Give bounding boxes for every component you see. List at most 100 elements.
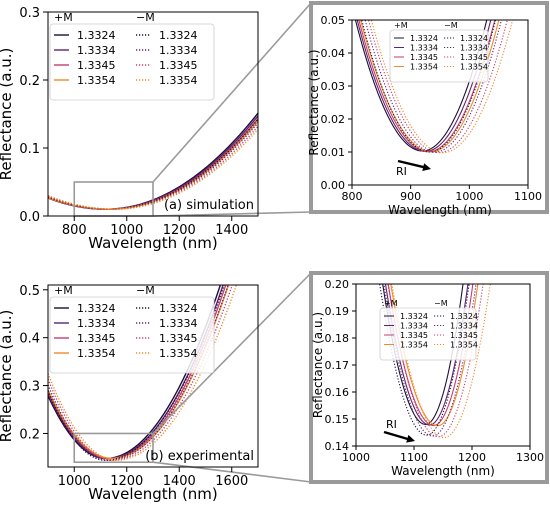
series-line-minus-m-1-3354 (48, 128, 258, 210)
sim-main-zoom-connector-bottom (152, 211, 312, 217)
x-axis-label: Wavelength (nm) (388, 203, 492, 217)
y-tick-label: 0.2 (19, 74, 40, 89)
legend-header: −M (434, 299, 448, 308)
series-line-plus-m-1-3334 (356, 20, 492, 152)
sim-main-panel: 800 1000 1200 1400 0.0 0.1 0.2 0.3 Wavelength (n… (0, 2, 312, 252)
sim-main-zoom-box (73, 181, 154, 217)
sim-inset-zoom-frame (309, 1, 549, 214)
exp-inset-panel: 1000 1100 1200 1300 0.14 0.15 0.16 0.17 0.18 0.19… (309, 271, 549, 484)
legend-entry-label: 1.3324 (159, 302, 198, 315)
exp-main-zoom-connector-top (152, 272, 312, 435)
y-axis-label: Reflectance (a.u.) (0, 48, 15, 181)
legend-entry-label: 1.3334 (159, 44, 198, 57)
x-axis-label: Wavelength (nm) (88, 485, 218, 503)
legend-box (389, 29, 489, 83)
y-tick-label: 0.00 (321, 179, 346, 192)
y-tick-label: 0.20 (325, 278, 350, 291)
series-line-plus-m-1-3324 (382, 284, 464, 425)
x-axis-label: Wavelength (nm) (391, 464, 495, 478)
legend-entry-label: 1.3324 (460, 34, 488, 43)
x-tick-label: 1000 (110, 223, 143, 238)
x-tick-label: 1400 (163, 474, 196, 489)
exp-main-zoom-box (73, 432, 154, 464)
y-tick-label: 0.05 (321, 14, 346, 27)
legend-entry-label: 1.3345 (77, 332, 116, 345)
legend-entry-label: 1.3354 (77, 74, 116, 87)
legend-entry-label: 1.3334 (159, 317, 198, 330)
y-axis-label: Reflectance (a.u.) (311, 312, 325, 418)
x-tick-label: 1200 (163, 223, 196, 238)
x-tick-label: 800 (342, 190, 363, 203)
legend-box (49, 23, 215, 101)
series-line-plus-m-1-3324 (48, 285, 222, 460)
exp-inset-ri-arrow (383, 430, 415, 443)
x-tick-label: 900 (400, 190, 421, 203)
legend-header: +M (394, 21, 408, 30)
legend-header: +M (384, 299, 398, 308)
y-axis-label: Reflectance (a.u.) (307, 49, 321, 155)
legend-entry-label: 1.3345 (77, 59, 116, 72)
y-tick-label: 0.03 (321, 80, 346, 93)
y-tick-label: 0.15 (325, 413, 350, 426)
y-tick-label: 0.14 (325, 440, 350, 453)
series-line-minus-m-1-3324 (48, 285, 225, 461)
y-tick-label: 0.17 (325, 359, 350, 372)
legend-entry-label: 1.3334 (77, 44, 116, 57)
exp-main-panel: 1000 1200 1400 1600 0.2 0.3 0.4 0.5 Wavelength (… (0, 272, 312, 503)
legend-box (49, 296, 215, 374)
y-tick-label: 0.02 (321, 113, 346, 126)
series-line-plus-m-1-3345 (387, 284, 474, 427)
x-tick-label: 1200 (458, 451, 486, 464)
sim-inset-panel: 800 900 1000 1100 0.00 0.01 0.02 0.03 0.04 0.05 Wa… (307, 1, 549, 217)
legend-entry-label: 1.3324 (159, 29, 198, 42)
x-tick-label: 1100 (400, 451, 428, 464)
x-tick-label: 1000 (455, 190, 483, 203)
legend-entry-label: 1.3334 (460, 44, 488, 53)
sim-inset-legend: +M −M1.33241.33341.33451.33541.33241.3334… (389, 21, 489, 83)
y-tick-label: 0.18 (325, 332, 350, 345)
x-tick-label: 1400 (215, 223, 248, 238)
y-tick-label: 0.3 (19, 6, 40, 21)
y-tick-label: 0.01 (321, 146, 346, 159)
legend-entry-label: 1.3354 (410, 63, 438, 72)
sim-inset-series-group (354, 20, 514, 154)
series-line-plus-m-1-3354 (359, 20, 500, 153)
exp-main-legend: +M −M 1.3324 1.3334 1.3345 1.3354 1.3324 1.3334… (49, 284, 215, 374)
legend-entry-label: 1.3345 (450, 331, 478, 340)
legend-entry-label: 1.3345 (400, 331, 428, 340)
x-tick-label: 1200 (110, 474, 143, 489)
legend-header: +M (54, 284, 73, 297)
x-axis-label: Wavelength (nm) (88, 234, 218, 252)
x-tick-label: 1300 (516, 451, 544, 464)
legend-entry-label: 1.3345 (460, 53, 488, 62)
y-tick-label: 0.2 (19, 427, 40, 442)
sim-inset-ri-arrow (397, 159, 431, 172)
legend-entry-label: 1.3354 (77, 347, 116, 360)
sim-inset-axes-frame (351, 19, 529, 186)
x-tick-label: 1600 (215, 474, 248, 489)
legend-entry-label: 1.3334 (450, 322, 478, 331)
y-tick-label: 0.1 (19, 142, 40, 157)
legend-entry-label: 1.3324 (77, 29, 116, 42)
series-line-plus-m-1-3334 (384, 284, 469, 426)
series-line-minus-m-1-3354 (370, 20, 514, 154)
exp-inset-ri-label: RI (386, 418, 397, 431)
legend-header: −M (136, 284, 155, 297)
series-line-plus-m-1-3345 (358, 20, 496, 153)
legend-entry-label: 1.3354 (159, 74, 198, 87)
series-line-minus-m-1-3354 (391, 284, 491, 439)
exp-main-annotation: (b) experimental (145, 449, 254, 464)
legend-header: −M (444, 21, 458, 30)
legend-entry-label: 1.3354 (400, 341, 428, 350)
y-tick-label: 0.0 (19, 210, 40, 225)
legend-entry-label: 1.3345 (159, 59, 198, 72)
x-tick-label: 1000 (58, 474, 91, 489)
legend-entry-label: 1.3354 (460, 63, 488, 72)
y-axis-label: Reflectance (a.u.) (0, 310, 15, 443)
exp-main-zoom-connector-bottom (152, 461, 312, 483)
series-line-minus-m-1-3324 (361, 20, 497, 153)
y-tick-label: 0.19 (325, 305, 350, 318)
legend-box (379, 307, 477, 361)
legend-entry-label: 1.3324 (450, 312, 478, 321)
